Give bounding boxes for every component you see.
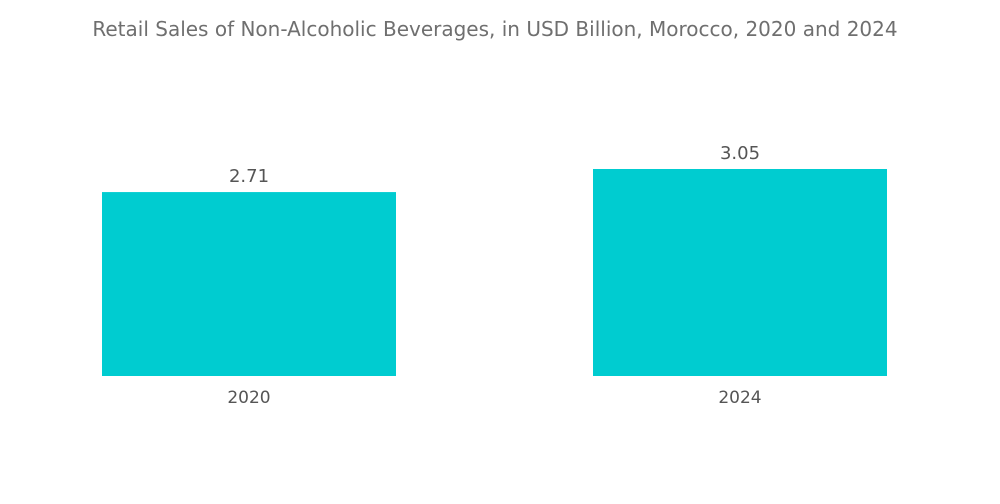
category-label-2020: 2020 <box>227 388 270 408</box>
bar-2020 <box>102 192 396 376</box>
bar-2024 <box>593 169 887 376</box>
value-label-2020: 2.71 <box>229 166 269 187</box>
value-label-2024: 3.05 <box>720 143 760 164</box>
category-label-2024: 2024 <box>718 388 761 408</box>
chart-title: Retail Sales of Non-Alcoholic Beverages,… <box>92 17 898 41</box>
